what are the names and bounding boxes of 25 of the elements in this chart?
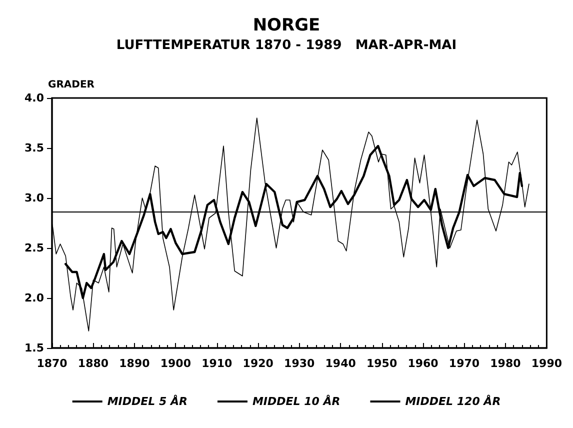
legend-label: MIDDEL 10 ÅR	[252, 394, 340, 408]
y-tick-label: 2.5	[24, 242, 44, 254]
x-tick-label: 1940	[325, 357, 356, 370]
x-tick-label: 1950	[366, 357, 398, 370]
y-tick-label: 2.0	[24, 292, 44, 304]
x-tick-label: 1920	[242, 357, 274, 370]
x-tick-label: 1970	[448, 357, 480, 370]
x-tick-label: 1900	[160, 357, 192, 370]
x-tick-label: 1960	[408, 357, 439, 370]
x-tick-label: 1870	[36, 357, 68, 370]
x-tick-label: 1880	[78, 357, 109, 370]
x-tick-label: 1910	[202, 357, 233, 370]
y-tick-label: 3.5	[24, 142, 44, 154]
chart-title: NORGE	[252, 16, 320, 36]
y-axis-title: GRADER	[48, 80, 95, 90]
chart-subtitle: LUFTTEMPERATUR 1870 - 1989 MAR-APR-MAI	[116, 38, 457, 53]
y-tick-label: 1.5	[24, 342, 44, 354]
x-tick-label: 1930	[284, 357, 315, 370]
x-tick-label: 1890	[119, 357, 150, 370]
y-tick-label: 3.0	[24, 192, 44, 204]
legend-label: MIDDEL 120 ÅR	[405, 394, 501, 408]
x-tick-label: 1980	[490, 357, 522, 370]
legend-label: MIDDEL 5 ÅR	[107, 394, 188, 408]
y-tick-label: 4.0	[24, 92, 44, 104]
x-tick-label: 1990	[531, 357, 562, 370]
